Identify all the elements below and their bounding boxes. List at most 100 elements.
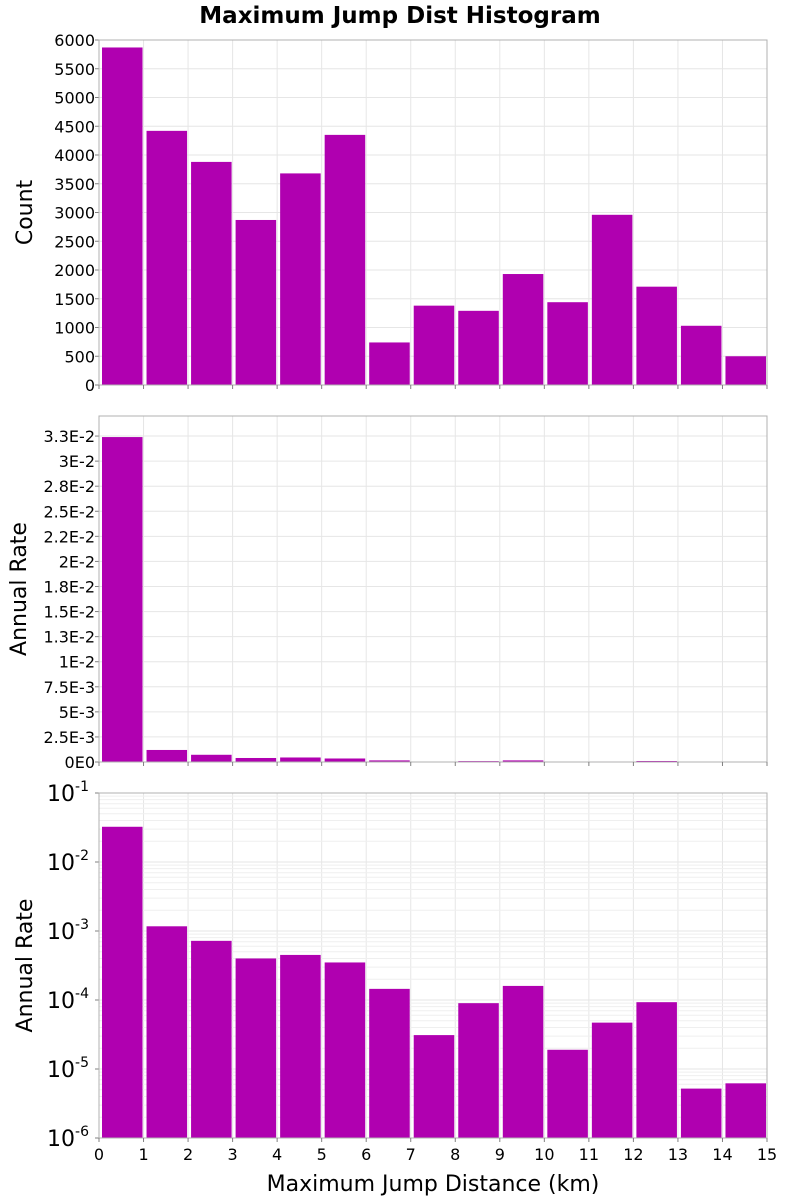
histogram-bar (324, 962, 366, 1138)
histogram-bar (636, 1002, 677, 1138)
y-tick-label: 2.5E-2 (43, 502, 95, 521)
y-tick-label: 1.3E-2 (43, 628, 95, 647)
histogram-bar (547, 302, 588, 385)
x-tick-label: 9 (495, 1145, 505, 1164)
y-axis-label: Annual Rate (13, 899, 38, 1033)
histogram-bar (324, 758, 366, 762)
x-tick-label: 7 (406, 1145, 416, 1164)
histogram-bar (591, 214, 633, 385)
histogram-bar (146, 749, 188, 762)
histogram-bar (102, 47, 143, 385)
chart-panels: 0 500 1000 1500 2000 2500 3000 3500 4000 4500 5000… (7, 31, 777, 1164)
panel-1: 0 500 1000 1500 2000 2500 3000 3500 4000 4500 5000… (13, 31, 768, 395)
x-tick-label: 11 (579, 1145, 599, 1164)
y-tick-label: 6000 (54, 31, 95, 50)
y-tick-label: 2.2E-2 (43, 527, 95, 546)
y-tick-label: 1.8E-2 (43, 577, 95, 596)
plot-frame (98, 39, 768, 386)
histogram-bar (502, 760, 544, 762)
histogram-bar (502, 274, 544, 385)
x-tick-label: 3 (228, 1145, 238, 1164)
histogram-bar (280, 757, 321, 762)
x-tick-label: 15 (757, 1145, 777, 1164)
y-tick-label: 3500 (54, 175, 95, 194)
histogram-bar (280, 173, 321, 385)
histogram-bar (102, 437, 143, 762)
histogram-bar (146, 926, 188, 1138)
y-tick-label: 5E-3 (59, 703, 95, 722)
y-tick-label: 500 (64, 347, 95, 366)
y-tick-label: 3.3E-2 (43, 427, 95, 446)
y-tick-label: 3000 (54, 204, 95, 223)
histogram-bar (680, 1088, 722, 1138)
y-tick-label: 4000 (54, 146, 95, 165)
histogram-bar (146, 130, 188, 385)
x-tick-label: 4 (272, 1145, 282, 1164)
histogram-bar (102, 826, 143, 1138)
histogram-bar (191, 940, 232, 1138)
histogram-bar (324, 134, 366, 385)
y-tick-label: 2.5E-3 (43, 728, 95, 747)
y-tick-label: 2E-2 (59, 552, 95, 571)
y-tick-label: 5500 (54, 60, 95, 79)
y-tick-label: 0 (85, 376, 95, 395)
y-tick-label: 10-3 (47, 917, 89, 945)
histogram-bar (191, 754, 232, 762)
y-tick-label: 7.5E-3 (43, 678, 95, 697)
histogram-bar (235, 958, 277, 1138)
histogram-bar (369, 760, 410, 762)
plot-frame (98, 415, 768, 763)
histogram-bar (369, 342, 410, 385)
y-tick-label: 10-6 (47, 1124, 89, 1152)
histogram-bar (591, 1022, 633, 1138)
x-tick-label: 10 (534, 1145, 554, 1164)
y-tick-label: 0E0 (65, 753, 95, 772)
x-tick-label: 5 (317, 1145, 327, 1164)
y-tick-label: 2500 (54, 232, 95, 251)
histogram-bar (458, 1003, 499, 1138)
histogram-bar (680, 325, 722, 385)
histogram-bar (413, 305, 455, 385)
y-tick-label: 5000 (54, 89, 95, 108)
histogram-bar (191, 161, 232, 385)
x-tick-label: 0 (94, 1145, 104, 1164)
histogram-bar (458, 310, 499, 385)
y-tick-label: 2000 (54, 261, 95, 280)
x-tick-label: 14 (712, 1145, 732, 1164)
x-tick-label: 2 (183, 1145, 193, 1164)
histogram-bar (547, 1049, 588, 1138)
histogram-bar (502, 985, 544, 1138)
histogram-bar (413, 1035, 455, 1138)
histogram-bar (235, 219, 277, 385)
x-tick-label: 1 (138, 1145, 148, 1164)
y-tick-label: 1E-2 (59, 653, 95, 672)
plot-frame (98, 792, 768, 1139)
histogram-bar (725, 356, 766, 385)
y-tick-label: 3E-2 (59, 452, 95, 471)
y-tick-label: 1500 (54, 290, 95, 309)
y-axis-label: Annual Rate (7, 522, 32, 656)
y-tick-label: 1000 (54, 319, 95, 338)
chart-title: Maximum Jump Dist Histogram (199, 3, 600, 29)
panel-2: 0E0 2.5E-3 5E-3 7.5E-3 1E-2 1.3E-2 1.5E-2 1.8E-… (7, 415, 768, 772)
x-tick-label: 8 (450, 1145, 460, 1164)
histogram-bar (369, 988, 410, 1138)
y-tick-label: 4500 (54, 117, 95, 136)
x-tick-label: 12 (623, 1145, 643, 1164)
x-tick-label: 13 (668, 1145, 688, 1164)
y-tick-label: 10-2 (47, 848, 89, 876)
y-tick-label: 2.8E-2 (43, 477, 95, 496)
histogram-bar (725, 1083, 766, 1138)
y-tick-label: 1.5E-2 (43, 603, 95, 622)
y-tick-label: 10-4 (47, 986, 89, 1014)
histogram-bar (636, 286, 677, 385)
y-tick-label: 10-5 (47, 1055, 89, 1083)
y-axis-label: Count (13, 179, 38, 245)
x-tick-label: 6 (361, 1145, 371, 1164)
x-axis-label: Maximum Jump Distance (km) (267, 1172, 600, 1197)
histogram-bar (636, 760, 677, 762)
y-tick-label: 10-1 (47, 779, 89, 807)
histogram-bar (280, 954, 321, 1138)
